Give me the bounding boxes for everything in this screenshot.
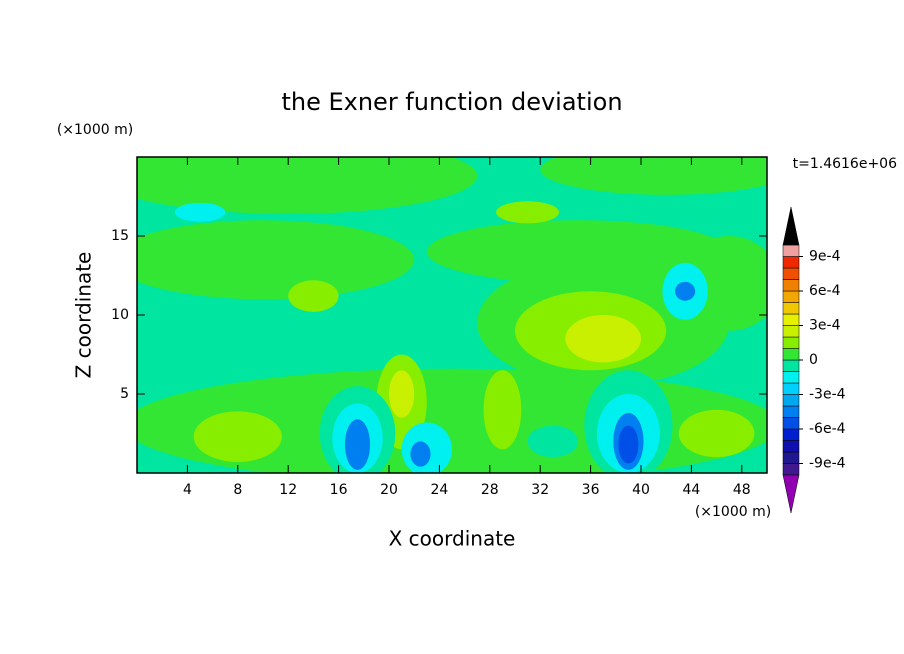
colorbar-tick-label: 3e-4: [809, 318, 841, 334]
x-unit: (×1000 m): [695, 504, 771, 520]
colorbar-segment: [782, 348, 800, 361]
x-tick-label: 16: [330, 482, 348, 498]
colorbar-tick-label: 9e-4: [809, 249, 841, 265]
colorbar-segment: [782, 302, 800, 315]
contour-region: [174, 202, 226, 222]
colorbar-segment: [782, 371, 800, 384]
contour-region: [540, 157, 767, 195]
y-tick-label: 5: [120, 386, 129, 402]
contour-region: [565, 315, 641, 363]
colorbar-tick-label: -9e-4: [809, 456, 846, 472]
colorbar-segment: [782, 267, 800, 280]
colorbar-extend-top: [782, 206, 800, 246]
contour-region: [410, 441, 431, 467]
colorbar-segment: [782, 336, 800, 349]
colorbar-tick-label: -6e-4: [809, 421, 846, 437]
contour-region: [389, 370, 415, 418]
colorbar-segment: [782, 382, 800, 395]
colorbar-segment: [782, 290, 800, 303]
contour-region: [193, 411, 282, 462]
colorbar-segment: [782, 313, 800, 326]
x-tick-label: 36: [582, 482, 600, 498]
colorbar-segment: [782, 405, 800, 418]
colorbar-segment: [782, 463, 800, 476]
colorbar-segment: [782, 428, 800, 441]
colorbar-segment: [782, 440, 800, 453]
colorbar-segment: [782, 325, 800, 338]
x-tick-label: 12: [279, 482, 297, 498]
x-tick-label: 44: [682, 482, 700, 498]
contour-region: [678, 409, 755, 458]
colorbar-segment: [782, 417, 800, 430]
x-axis-label: X coordinate: [389, 527, 516, 551]
contour-region: [496, 201, 560, 224]
colorbar-tick-label: 0: [809, 352, 818, 368]
colorbar-segment: [782, 279, 800, 292]
y-tick-label: 15: [111, 228, 129, 244]
colorbar-tick-label: 6e-4: [809, 283, 841, 299]
x-tick-label: 4: [183, 482, 192, 498]
colorbar-segment: [782, 451, 800, 464]
x-tick-label: 20: [380, 482, 398, 498]
x-tick-label: 28: [481, 482, 499, 498]
contour-region: [137, 220, 415, 300]
contour-region: [618, 425, 639, 464]
x-tick-label: 48: [733, 482, 751, 498]
contour-region: [344, 419, 371, 470]
colorbar-segment: [782, 244, 800, 257]
colorbar-tick-label: -3e-4: [809, 387, 846, 403]
colorbar-segment: [782, 359, 800, 372]
colorbar-extend-bottom: [782, 474, 800, 514]
contour-field: [137, 157, 767, 473]
colorbar-segment: [782, 394, 800, 407]
y-unit: (×1000 m): [57, 122, 133, 138]
y-axis-label: Z coordinate: [72, 252, 96, 379]
x-tick-label: 40: [632, 482, 650, 498]
colorbar-segment: [782, 256, 800, 269]
y-tick-label: 10: [111, 307, 129, 323]
x-tick-label: 32: [531, 482, 549, 498]
contour-region: [675, 281, 696, 301]
contour-region: [137, 157, 478, 214]
x-tick-label: 8: [233, 482, 242, 498]
contour-region: [483, 370, 522, 450]
x-tick-label: 24: [430, 482, 448, 498]
contour-region: [527, 425, 578, 458]
time-label: t=1.4616e+06: [793, 156, 897, 172]
contour-region: [288, 280, 339, 312]
chart-title: the Exner function deviation: [281, 88, 622, 116]
